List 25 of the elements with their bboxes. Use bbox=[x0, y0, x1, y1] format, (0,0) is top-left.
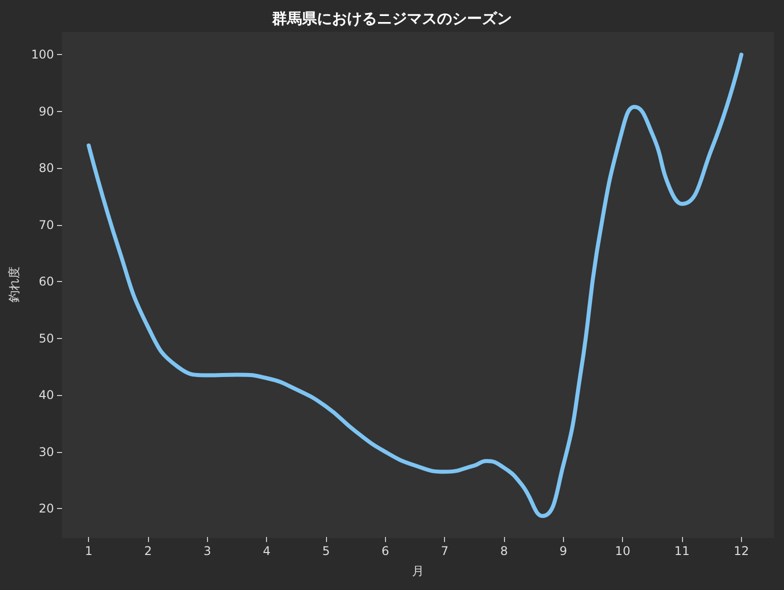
x-tick-label: 4 bbox=[262, 544, 271, 558]
chart-title: 群馬県におけるニジマスのシーズン bbox=[271, 10, 512, 28]
x-tick-label: 5 bbox=[322, 544, 330, 558]
x-tick-label: 10 bbox=[615, 544, 630, 558]
x-tick-label: 1 bbox=[84, 544, 93, 558]
y-tick-label: 40 bbox=[38, 388, 54, 402]
x-tick-label: 6 bbox=[382, 544, 390, 558]
y-tick-label: 30 bbox=[38, 444, 54, 459]
x-tick-label: 9 bbox=[560, 544, 568, 558]
x-tick-label: 12 bbox=[734, 544, 750, 558]
y-tick-label: 100 bbox=[31, 48, 54, 62]
x-tick-label: 11 bbox=[674, 544, 690, 558]
y-tick-label: 20 bbox=[38, 502, 54, 516]
x-tick-label: 2 bbox=[144, 544, 152, 558]
y-tick-label: 60 bbox=[38, 274, 54, 289]
x-tick-label: 7 bbox=[440, 544, 449, 558]
x-tick-label: 8 bbox=[500, 544, 508, 558]
y-tick-label: 80 bbox=[38, 161, 54, 176]
line-series bbox=[86, 52, 744, 518]
y-axis-title: 釣れ度 bbox=[7, 266, 22, 302]
x-axis-title: 月 bbox=[412, 564, 424, 578]
y-tick-label: 90 bbox=[38, 104, 54, 118]
y-tick-label: 70 bbox=[38, 218, 54, 232]
x-tick-label: 3 bbox=[204, 544, 212, 558]
y-tick-label: 50 bbox=[38, 331, 54, 346]
